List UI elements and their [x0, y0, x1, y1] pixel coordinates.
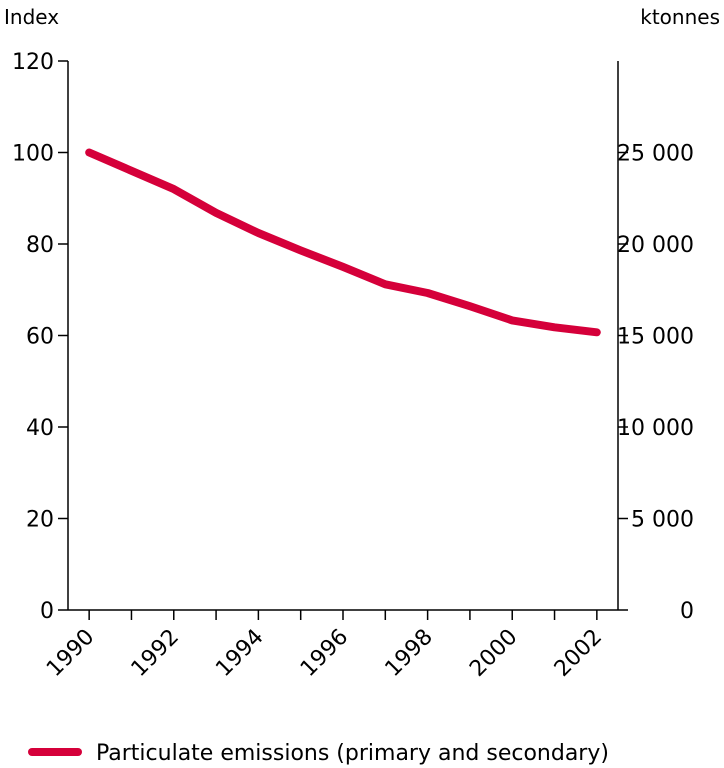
x-tick-label: 2000 — [465, 625, 522, 682]
y-right-tick-label: 20 000 — [617, 233, 694, 258]
x-axis-ticks: 1990 1992 1994 1996 1998 2000 2002 — [42, 610, 607, 682]
x-tick-label: 1992 — [127, 625, 184, 682]
y-left-tick-label: 0 — [40, 599, 54, 624]
y-left-tick-label: 40 — [26, 416, 54, 441]
series-layer — [85, 148, 601, 337]
y-left-axis-title: Index — [4, 5, 59, 29]
legend: Particulate emissions (primary and secon… — [28, 741, 609, 766]
x-tick-label: 1998 — [381, 625, 438, 682]
y-left-axis-ticks: 0 20 40 60 80 100 120 — [12, 50, 68, 624]
y-left-tick-label: 20 — [26, 508, 54, 533]
y-left-tick-label: 60 — [26, 325, 54, 350]
x-tick-label: 1996 — [296, 625, 353, 682]
x-tick-label: 2002 — [550, 625, 607, 682]
y-right-tick-label: 0 — [680, 599, 694, 624]
y-left-tick-label: 120 — [12, 50, 54, 75]
axes — [67, 61, 619, 611]
y-right-tick-label: 15 000 — [617, 325, 694, 350]
y-right-axis-title: ktonnes — [640, 5, 720, 29]
y-right-tick-label: 25 000 — [617, 142, 694, 167]
x-tick-label: 1994 — [211, 625, 268, 682]
y-right-tick-label: 10 000 — [617, 416, 694, 441]
y-left-tick-label: 100 — [12, 142, 54, 167]
y-right-tick-label: 5 000 — [631, 508, 694, 533]
y-left-tick-label: 80 — [26, 233, 54, 258]
series-line-0 — [85, 148, 601, 337]
y-right-axis-ticks: 0 5 000 10 000 15 000 20 000 25 000 — [617, 142, 694, 625]
x-tick-label: 1990 — [42, 625, 99, 682]
legend-label: Particulate emissions (primary and secon… — [96, 741, 609, 766]
